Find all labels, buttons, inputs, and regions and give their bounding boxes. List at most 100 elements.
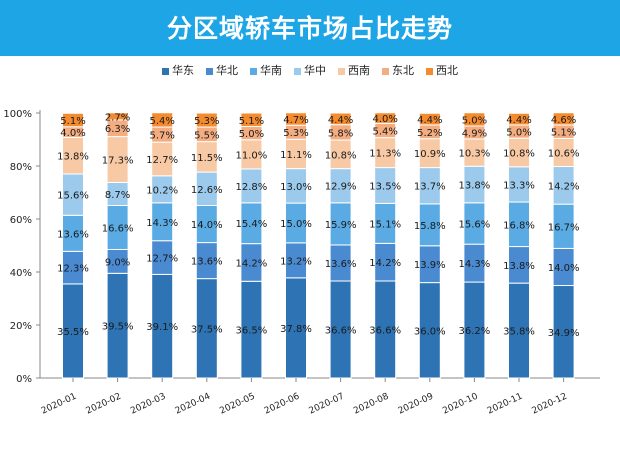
x-tick-label: 2020-03 [129,392,167,417]
bar-segment [240,112,263,128]
data-label: 11.1% [280,150,312,161]
data-label: 39.5% [102,322,134,333]
data-label: 10.6% [548,148,580,159]
legend-item: 东北 [382,62,414,78]
data-label: 16.6% [102,223,134,234]
data-label: 10.9% [414,149,446,160]
legend-swatch [382,67,389,75]
data-label: 15.0% [280,219,312,230]
data-label: 5.4% [149,116,174,127]
data-label: 14.2% [369,258,401,269]
data-label: 13.6% [325,259,357,270]
data-label: 35.5% [57,327,89,338]
data-label: 10.8% [503,148,535,159]
data-label: 10.3% [459,149,491,160]
x-tick-label: 2020-05 [218,392,256,417]
bar-segment [374,112,397,124]
data-label: 14.3% [146,218,178,229]
x-tick-label: 2020-12 [531,392,569,417]
data-label: 13.7% [414,182,446,193]
x-tick-label: 2020-02 [85,392,123,417]
data-label: 5.0% [462,115,487,126]
data-label: 13.0% [280,182,312,193]
data-label: 5.7% [149,131,174,142]
y-tick-label: 100% [3,109,32,120]
legend-item: 华中 [294,62,326,78]
legend-item: 华东 [162,62,194,78]
x-tick-label: 2020-10 [441,392,480,417]
data-label: 13.2% [280,256,312,267]
data-label: 34.9% [548,328,580,339]
data-label: 36.6% [369,326,401,337]
data-label: 14.0% [191,220,223,231]
x-tick-label: 2020-04 [174,392,213,417]
data-label: 4.0% [372,114,397,125]
x-tick-label: 2020-11 [486,392,524,417]
data-label: 11.0% [236,150,268,161]
data-label: 10.8% [325,150,357,161]
legend: 华东 华北 华南 华中 西南 东北 西北 [0,62,620,78]
data-label: 36.0% [414,326,446,337]
bar-segment [329,112,352,126]
data-label: 5.3% [194,116,219,127]
bar-segment [552,112,575,126]
y-tick-label: 60% [10,215,32,226]
data-label: 35.8% [503,327,535,338]
bar-segment [463,112,486,127]
legend-label: 西北 [436,64,458,77]
data-label: 14.0% [548,263,580,274]
legend-label: 东北 [392,64,414,77]
legend-item: 华北 [206,62,238,78]
data-label: 39.1% [146,322,178,333]
legend-item: 西北 [426,62,458,78]
data-label: 11.5% [191,153,223,164]
legend-label: 西南 [348,64,370,77]
bar-segment [151,112,174,128]
data-label: 5.5% [194,130,219,141]
data-label: 2.7% [105,112,130,123]
data-label: 12.7% [146,155,178,166]
legend-label: 华南 [260,64,282,77]
data-label: 36.2% [459,326,491,337]
data-label: 13.8% [503,261,535,272]
legend-swatch [206,67,213,75]
data-label: 5.0% [239,129,264,140]
data-label: 36.6% [325,326,357,337]
bar-segment [285,112,307,126]
data-label: 15.8% [414,221,446,232]
data-label: 16.7% [548,222,580,233]
data-label: 13.5% [369,181,401,192]
data-label: 37.5% [191,324,223,335]
data-label: 36.5% [236,326,268,337]
data-label: 12.8% [236,182,268,193]
data-label: 14.2% [548,181,580,192]
data-label: 37.8% [280,324,312,335]
data-label: 12.3% [57,264,89,275]
x-tick-label: 2020-01 [40,392,78,417]
data-label: 5.1% [551,128,576,139]
data-label: 4.9% [462,128,487,139]
data-label: 9.0% [105,257,130,268]
legend-swatch [250,67,257,75]
data-label: 15.9% [325,220,357,231]
legend-item: 华南 [250,62,282,78]
bar-segment [418,112,441,126]
data-label: 5.0% [506,128,531,139]
data-label: 6.3% [105,124,130,135]
data-label: 5.3% [283,128,308,139]
y-tick-label: 20% [10,321,32,332]
y-tick-label: 0% [16,374,32,385]
chart-title: 分区域轿车市场占比走势 [0,0,620,56]
data-label: 10.2% [146,185,178,196]
legend-label: 华中 [304,64,326,77]
data-label: 5.4% [372,126,397,137]
data-label: 4.4% [506,115,531,126]
data-label: 13.6% [57,229,89,240]
x-tick-label: 2020-08 [352,392,391,417]
bar-segment [195,112,218,128]
data-label: 13.6% [191,257,223,268]
data-label: 16.8% [503,220,535,231]
legend-item: 西南 [338,62,370,78]
